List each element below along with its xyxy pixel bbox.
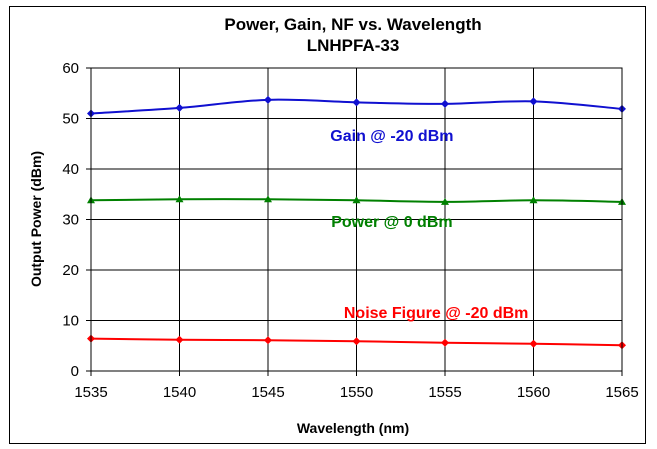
data-point (175, 335, 184, 344)
data-point (352, 337, 361, 346)
series-2 (87, 334, 626, 350)
data-point (264, 336, 272, 345)
data-point (175, 195, 184, 203)
data-point (441, 99, 449, 108)
series-group (87, 95, 626, 350)
series-annotation: Noise Figure @ -20 dBm (344, 305, 529, 322)
data-point (264, 95, 272, 104)
x-tick-label: 1560 (517, 384, 550, 401)
data-point (529, 97, 538, 106)
data-point (529, 339, 538, 348)
annotations: Gain @ -20 dBm Power @ 0 dBm Noise Figure … (330, 128, 528, 322)
data-point (264, 195, 272, 203)
x-tick-label: 1535 (74, 384, 107, 401)
y-tick-label: 60 (62, 60, 79, 77)
y-tick-label: 0 (71, 363, 79, 380)
y-tick-label: 30 (62, 212, 79, 229)
y-tick-label: 50 (62, 111, 79, 128)
x-axis-label: Wavelength (nm) (297, 420, 409, 436)
data-point (441, 197, 449, 205)
data-point (529, 196, 538, 204)
series-0 (87, 95, 626, 118)
tick-labels: 1535 1540 1545 1550 1555 1560 1565 0 10 20 30 40 50 6… (62, 60, 638, 401)
plot-area (90, 67, 623, 372)
data-point (352, 98, 361, 107)
data-point (441, 338, 449, 347)
series-annotation: Gain @ -20 dBm (330, 128, 453, 145)
x-tick-label: 1565 (605, 384, 638, 401)
x-tick-label: 1540 (163, 384, 196, 401)
data-point (352, 196, 361, 204)
data-point (175, 103, 184, 112)
chart-subtitle: LNHPFA-33 (307, 36, 400, 55)
x-tick-label: 1555 (428, 384, 461, 401)
y-axis-label: Output Power (dBm) (28, 151, 44, 287)
series-annotation: Power @ 0 dBm (331, 214, 452, 231)
y-tick-label: 20 (62, 262, 79, 279)
y-tick-label: 40 (62, 161, 79, 178)
chart-title: Power, Gain, NF vs. Wavelength (224, 15, 481, 34)
x-tick-label: 1545 (251, 384, 284, 401)
x-tick-label: 1550 (340, 384, 373, 401)
y-tick-label: 10 (62, 313, 79, 330)
